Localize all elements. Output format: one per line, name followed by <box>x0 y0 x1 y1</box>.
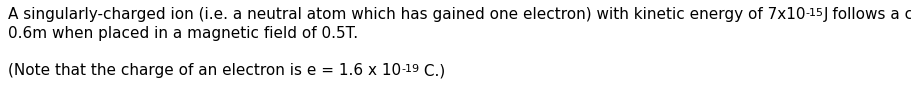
Text: J follows a circular path of radius: J follows a circular path of radius <box>824 7 911 22</box>
Text: (Note that the charge of an electron is e = 1.6 x 10: (Note that the charge of an electron is … <box>8 63 401 78</box>
Text: -15: -15 <box>805 8 824 18</box>
Text: A singularly-charged ion (i.e. a neutral atom which has gained one electron) wit: A singularly-charged ion (i.e. a neutral… <box>8 7 805 22</box>
Text: C.): C.) <box>419 63 445 78</box>
Text: -19: -19 <box>401 64 419 74</box>
Text: 0.6m when placed in a magnetic field of 0.5T.: 0.6m when placed in a magnetic field of … <box>8 26 358 41</box>
